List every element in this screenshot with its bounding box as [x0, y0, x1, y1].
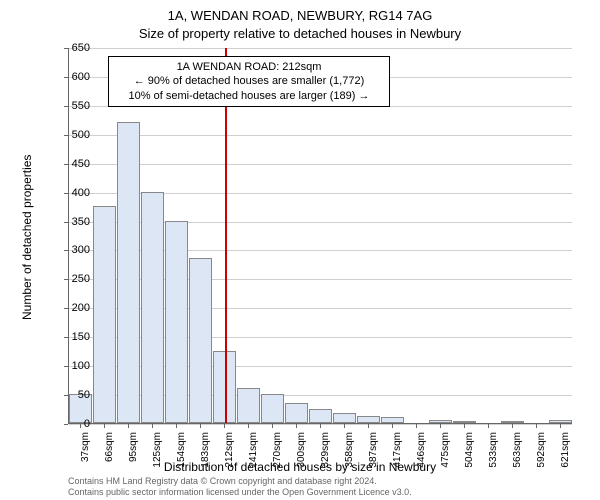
y-tick-mark	[64, 77, 68, 78]
histogram-bar	[189, 258, 212, 423]
x-tick-mark	[560, 424, 561, 428]
histogram-bar	[381, 417, 404, 423]
x-tick-label: 95sqm	[128, 432, 139, 472]
x-tick-mark	[368, 424, 369, 428]
x-tick-label: 270sqm	[272, 432, 283, 472]
y-tick-mark	[64, 337, 68, 338]
y-tick-label: 150	[50, 331, 90, 343]
chart-title-address: 1A, WENDAN ROAD, NEWBURY, RG14 7AG	[0, 8, 600, 23]
annotation-box: 1A WENDAN ROAD: 212sqm← 90% of detached …	[108, 56, 390, 107]
x-tick-mark	[536, 424, 537, 428]
histogram-bar	[501, 421, 524, 423]
gridline	[69, 48, 572, 49]
annotation-line: ← 90% of detached houses are smaller (1,…	[115, 74, 383, 88]
x-tick-label: 563sqm	[512, 432, 523, 472]
x-tick-mark	[296, 424, 297, 428]
histogram-bar	[117, 122, 140, 423]
x-tick-mark	[80, 424, 81, 428]
y-tick-mark	[64, 193, 68, 194]
x-tick-label: 387sqm	[368, 432, 379, 472]
x-tick-mark	[488, 424, 489, 428]
x-tick-mark	[320, 424, 321, 428]
x-tick-label: 154sqm	[176, 432, 187, 472]
attribution-line-1: Contains HM Land Registry data © Crown c…	[68, 476, 412, 487]
y-tick-label: 500	[50, 129, 90, 141]
x-tick-label: 621sqm	[560, 432, 571, 472]
x-tick-label: 417sqm	[392, 432, 403, 472]
x-tick-label: 300sqm	[296, 432, 307, 472]
y-tick-mark	[64, 135, 68, 136]
y-axis-label: Number of detached properties	[20, 155, 34, 320]
y-tick-mark	[64, 48, 68, 49]
x-tick-mark	[344, 424, 345, 428]
histogram-bar	[453, 421, 476, 423]
x-tick-mark	[272, 424, 273, 428]
gridline	[69, 164, 572, 165]
histogram-bar	[165, 221, 188, 423]
y-tick-label: 200	[50, 302, 90, 314]
x-tick-label: 241sqm	[248, 432, 259, 472]
x-tick-mark	[200, 424, 201, 428]
y-tick-mark	[64, 424, 68, 425]
x-tick-label: 446sqm	[416, 432, 427, 472]
x-tick-mark	[464, 424, 465, 428]
y-tick-label: 50	[50, 389, 90, 401]
histogram-bar	[429, 420, 452, 423]
x-tick-label: 37sqm	[80, 432, 91, 472]
y-tick-mark	[64, 164, 68, 165]
y-tick-mark	[64, 250, 68, 251]
x-tick-mark	[104, 424, 105, 428]
x-tick-mark	[128, 424, 129, 428]
y-tick-mark	[64, 222, 68, 223]
histogram-bar	[93, 206, 116, 423]
x-tick-label: 183sqm	[200, 432, 211, 472]
gridline	[69, 135, 572, 136]
x-tick-label: 592sqm	[536, 432, 547, 472]
x-tick-label: 358sqm	[344, 432, 355, 472]
y-tick-label: 300	[50, 244, 90, 256]
y-tick-label: 250	[50, 273, 90, 285]
x-tick-mark	[248, 424, 249, 428]
histogram-bar	[309, 409, 332, 423]
histogram-bar	[237, 388, 260, 423]
x-tick-label: 475sqm	[440, 432, 451, 472]
x-tick-mark	[392, 424, 393, 428]
y-tick-label: 400	[50, 187, 90, 199]
x-tick-mark	[224, 424, 225, 428]
histogram-bar	[261, 394, 284, 423]
y-tick-label: 450	[50, 158, 90, 170]
x-tick-label: 66sqm	[104, 432, 115, 472]
x-tick-mark	[512, 424, 513, 428]
y-tick-mark	[64, 366, 68, 367]
y-tick-label: 0	[50, 418, 90, 430]
annotation-line: 10% of semi-detached houses are larger (…	[115, 89, 383, 103]
histogram-bar	[141, 192, 164, 423]
y-tick-label: 600	[50, 71, 90, 83]
y-tick-mark	[64, 395, 68, 396]
x-tick-label: 504sqm	[464, 432, 475, 472]
x-tick-mark	[416, 424, 417, 428]
histogram-bar	[357, 416, 380, 423]
x-tick-mark	[176, 424, 177, 428]
y-tick-mark	[64, 279, 68, 280]
y-tick-mark	[64, 106, 68, 107]
x-tick-mark	[152, 424, 153, 428]
x-tick-mark	[440, 424, 441, 428]
y-tick-label: 650	[50, 42, 90, 54]
x-tick-label: 329sqm	[320, 432, 331, 472]
y-tick-mark	[64, 308, 68, 309]
x-tick-label: 212sqm	[224, 432, 235, 472]
histogram-bar	[285, 403, 308, 423]
histogram-bar	[549, 420, 572, 423]
attribution-line-2: Contains public sector information licen…	[68, 487, 412, 498]
attribution-text: Contains HM Land Registry data © Crown c…	[68, 476, 412, 498]
x-tick-label: 125sqm	[152, 432, 163, 472]
chart-subtitle: Size of property relative to detached ho…	[0, 26, 600, 41]
y-tick-label: 350	[50, 216, 90, 228]
x-tick-label: 533sqm	[488, 432, 499, 472]
y-tick-label: 100	[50, 360, 90, 372]
annotation-line: 1A WENDAN ROAD: 212sqm	[115, 60, 383, 74]
histogram-bar	[333, 413, 356, 423]
y-tick-label: 550	[50, 100, 90, 112]
